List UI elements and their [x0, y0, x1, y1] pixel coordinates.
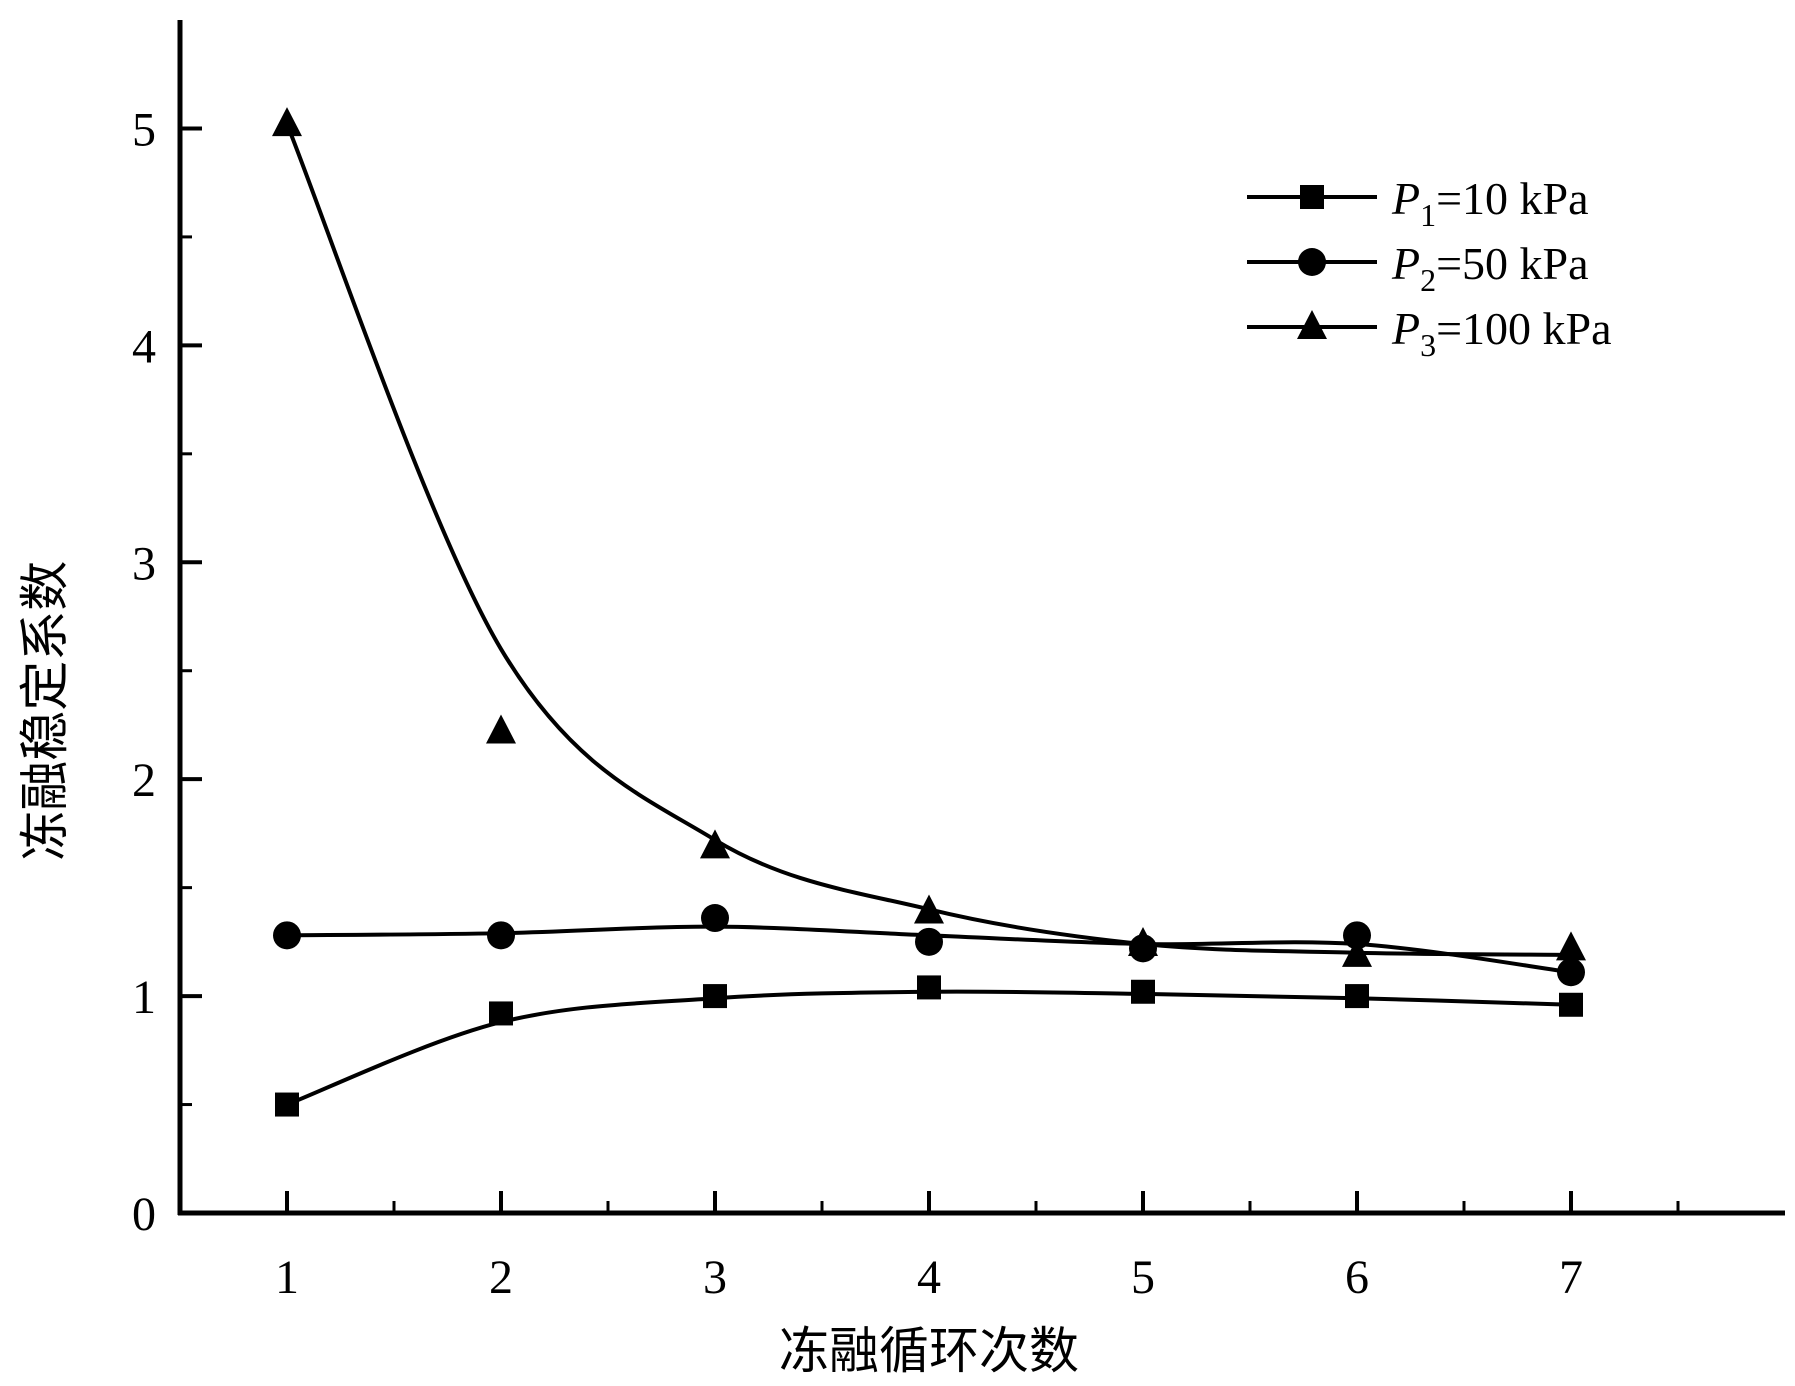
data-point-triangle: [700, 829, 730, 859]
y-tick-label: 1: [132, 971, 156, 1024]
legend-entry-3: P3=100 kPa: [1247, 303, 1612, 363]
data-point-triangle: [1556, 931, 1586, 961]
data-point-square: [703, 984, 727, 1009]
data-point-circle: [701, 904, 729, 933]
data-point-square: [1345, 984, 1369, 1009]
y-tick-label: 2: [132, 754, 156, 807]
x-tick-label: 1: [275, 1251, 299, 1304]
x-tick-label: 2: [489, 1251, 513, 1304]
legend-label: P3=100 kPa: [1391, 303, 1612, 363]
fit-curve-square: [286, 989, 1572, 1107]
legend-subscript: 2: [1420, 262, 1436, 298]
legend-var: P: [1391, 238, 1420, 289]
legend-marker-square: [1300, 185, 1324, 209]
x-tick-label: 7: [1559, 1251, 1583, 1304]
x-tick-label: 4: [917, 1251, 941, 1304]
axes: 0 1 2 3 4 5 1 2 3 4 5 6 7: [132, 20, 1785, 1304]
x-tick-label: 5: [1131, 1251, 1155, 1304]
legend-value: =100 kPa: [1436, 303, 1611, 354]
y-tick-label: 5: [132, 103, 156, 156]
legend-subscript: 1: [1420, 197, 1436, 233]
fit-curves: [285, 123, 1572, 1107]
y-tick-label: 3: [132, 537, 156, 590]
data-point-triangle: [914, 894, 944, 924]
legend-entry-1: P1=10 kPa: [1247, 173, 1589, 233]
legend-value: =10 kPa: [1436, 173, 1588, 224]
legend-var: P: [1391, 303, 1420, 354]
data-point-square: [1131, 979, 1155, 1004]
x-axis-title: 冻融循环次数: [779, 1322, 1079, 1380]
data-point-circle: [487, 921, 515, 950]
y-axis-title: 冻融稳定系数: [16, 561, 74, 861]
data-point-circle: [915, 927, 943, 956]
legend-label: P1=10 kPa: [1391, 173, 1589, 233]
legend-label: P2=50 kPa: [1391, 238, 1589, 298]
legend-marker-circle: [1298, 248, 1326, 276]
x-tick-label: 6: [1345, 1251, 1369, 1304]
x-tick-label: 3: [703, 1251, 727, 1304]
legend-value: =50 kPa: [1436, 238, 1588, 289]
data-point-triangle: [1342, 937, 1372, 967]
y-tick-label: 0: [132, 1188, 156, 1241]
data-point-square: [1559, 992, 1583, 1017]
data-point-triangle: [272, 107, 302, 137]
data-point-square: [275, 1092, 299, 1117]
data-point-square: [489, 1001, 513, 1026]
legend-marker-triangle: [1297, 310, 1327, 339]
data-point-circle: [273, 921, 301, 950]
legend-subscript: 3: [1420, 327, 1436, 363]
data-markers: [272, 107, 1586, 1117]
data-point-triangle: [486, 714, 516, 744]
data-point-triangle: [1128, 927, 1158, 957]
data-point-circle: [1343, 921, 1371, 950]
y-tick-label: 4: [132, 320, 156, 373]
legend-entry-2: P2=50 kPa: [1247, 238, 1589, 298]
fit-curve-triangle: [285, 123, 1572, 957]
data-point-circle: [1557, 958, 1585, 987]
data-point-square: [917, 975, 941, 1000]
legend-var: P: [1391, 173, 1420, 224]
